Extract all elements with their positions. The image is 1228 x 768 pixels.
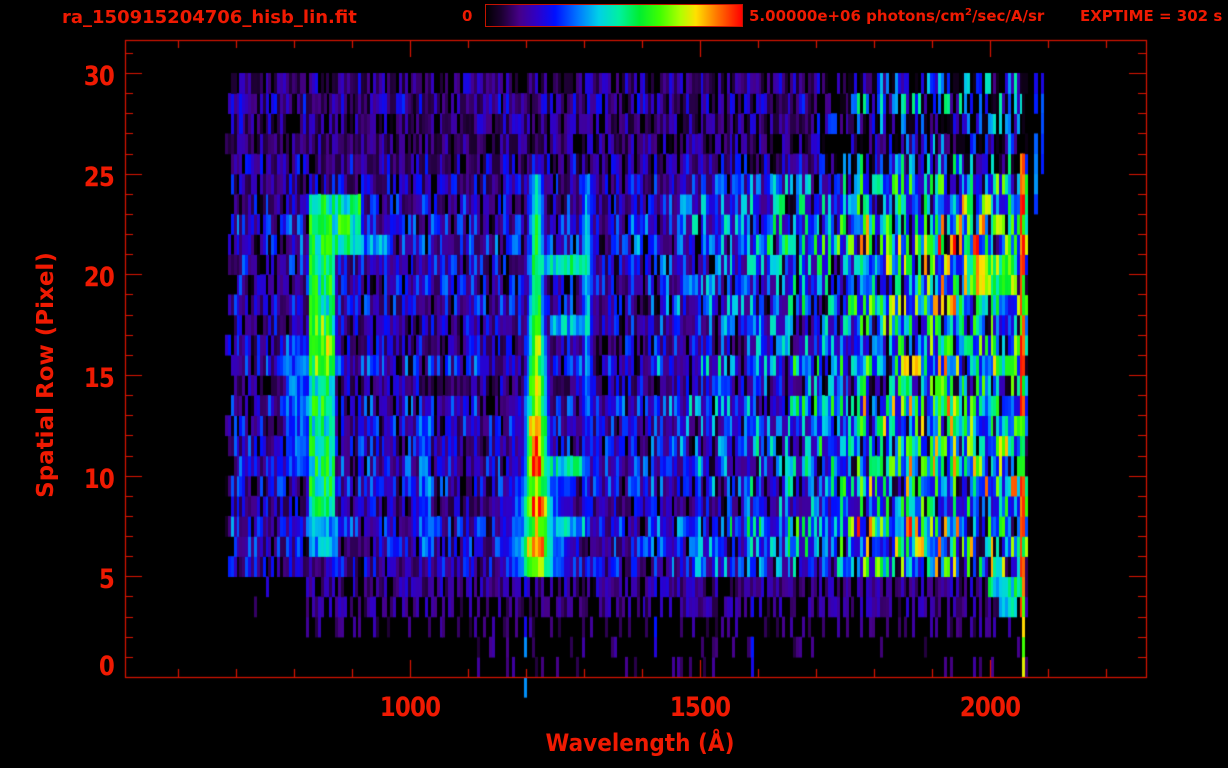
fits-filename-title: ra_150915204706_hisb_lin.fit xyxy=(62,7,357,28)
colorbar-units-superscript: 2 xyxy=(964,7,972,18)
y-tick-label: 20 xyxy=(83,262,115,294)
y-tick-label: 25 xyxy=(83,161,115,193)
colorbar-max-label: 5.00000e+06 photons/cm2/sec/A/sr xyxy=(749,7,1044,25)
colorbar-units-prefix: photons/cm xyxy=(860,7,965,25)
x-tick-label: 2000 xyxy=(959,692,1021,723)
exptime-label: EXPTIME = 302 s xyxy=(1080,7,1223,25)
x-axis-title: Wavelength (Å) xyxy=(545,729,735,757)
y-tick-label: 0 xyxy=(98,651,115,682)
y-tick-label: 5 xyxy=(98,564,115,596)
colorbar-units-suffix: /sec/A/sr xyxy=(971,7,1045,25)
y-tick-label: 30 xyxy=(83,61,115,92)
colorbar-max-value: 5.00000e+06 xyxy=(749,7,861,25)
colorbar xyxy=(485,4,743,27)
colorbar-gradient xyxy=(486,5,742,26)
x-tick-label: 1500 xyxy=(669,692,731,723)
y-tick-label: 15 xyxy=(83,363,115,394)
colorbar-min-label: 0 xyxy=(462,7,473,25)
x-tick-label: 1000 xyxy=(379,692,441,723)
y-tick-label: 10 xyxy=(83,463,115,495)
